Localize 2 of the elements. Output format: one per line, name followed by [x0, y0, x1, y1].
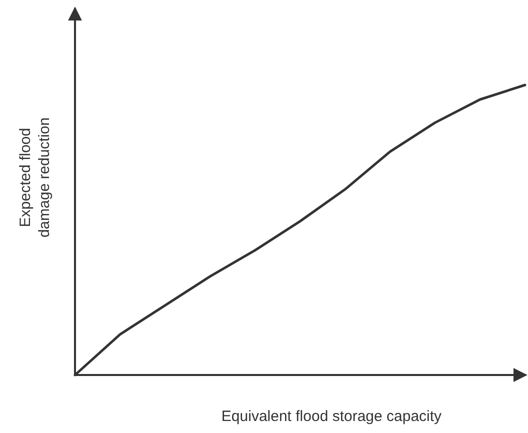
y-axis-title: Expected flood damage reduction: [17, 117, 53, 238]
x-axis-title: Equivalent flood storage capacity: [221, 408, 442, 425]
